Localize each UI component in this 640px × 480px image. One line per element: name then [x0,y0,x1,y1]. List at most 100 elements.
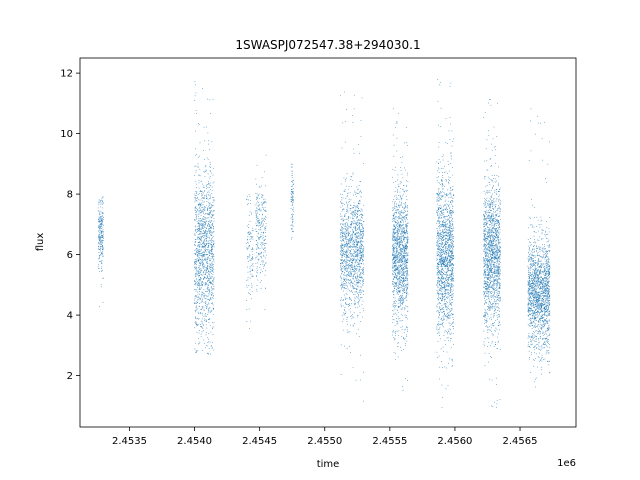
data-point [356,333,358,335]
data-point [359,200,360,202]
data-point [194,298,196,299]
data-point [449,261,451,262]
data-point [354,206,356,208]
data-point [400,250,402,252]
data-point [407,181,409,182]
data-point [210,185,212,187]
data-point [361,247,362,249]
data-point [291,196,293,198]
data-point [340,296,342,298]
data-point [404,281,406,282]
data-point [398,282,400,283]
data-point [392,274,394,276]
data-point [260,234,262,236]
data-point [398,272,400,274]
data-point [356,282,358,284]
data-point [265,201,266,203]
data-point [441,270,442,272]
data-point [345,258,347,260]
data-point [354,284,356,286]
data-point [350,253,351,255]
data-point [198,271,199,273]
data-point [360,262,362,264]
data-point [258,247,259,249]
data-point [203,309,205,311]
data-point [262,213,263,215]
data-point [353,108,355,110]
data-point [260,202,262,204]
data-point [396,257,397,259]
data-point [199,233,200,234]
data-point [401,295,403,297]
data-point [437,203,438,205]
data-point [256,270,258,271]
data-point [344,279,345,280]
data-point [211,232,213,233]
data-point [198,299,200,301]
data-point [352,367,354,369]
data-point [438,277,440,278]
data-point [210,231,212,232]
data-point [398,252,400,253]
data-point [352,286,354,287]
data-point [258,254,260,256]
data-point [206,282,207,284]
data-point [352,276,354,278]
data-point [207,278,209,279]
data-point [211,216,212,218]
data-point [403,272,404,274]
data-point [208,265,210,267]
data-point [101,232,102,234]
data-point [205,284,207,285]
data-point [197,273,199,275]
data-point [203,208,205,210]
data-point [352,260,354,262]
data-point [405,202,406,204]
data-point [404,248,406,250]
data-point [349,238,351,240]
data-point [291,238,292,240]
data-point [360,214,362,215]
data-point [355,205,357,207]
data-point [394,276,396,277]
data-point [200,223,202,225]
data-point [197,350,199,352]
data-point [195,180,197,182]
data-point [359,215,360,216]
data-point [356,236,358,238]
data-point [362,224,364,226]
data-point [354,267,356,269]
data-point [341,243,343,244]
data-point [341,210,343,212]
data-point [362,290,364,292]
data-point [397,275,398,277]
data-point [446,230,447,232]
data-point [194,243,196,245]
data-point [395,263,397,265]
data-point [207,225,208,227]
data-point [446,263,448,265]
data-point [356,222,357,224]
data-point [447,316,449,318]
data-point [260,236,261,237]
data-point [351,315,352,317]
data-point [451,301,453,303]
data-point [194,280,195,281]
data-point [345,311,347,313]
data-point [400,282,402,283]
data-point [207,245,209,247]
data-point [400,240,402,242]
data-point [196,251,198,253]
data-point [202,259,203,260]
data-point [402,213,404,214]
data-point [400,211,402,213]
data-point [198,204,200,205]
data-point [201,227,202,229]
data-point [397,342,398,344]
data-point [344,252,346,253]
data-point [393,290,394,292]
data-point [393,235,395,237]
data-point [345,213,347,214]
data-point [252,263,254,265]
data-point [199,258,201,260]
